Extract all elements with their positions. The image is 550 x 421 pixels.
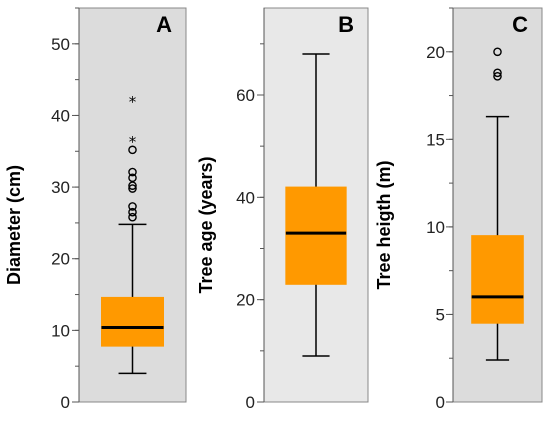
extreme-point: * [129,133,137,151]
y-tick-label: 20 [426,43,445,62]
outlier-point [128,145,137,155]
panel-a: 0 10 20 30 40 50 Diameter (cm) A * * [4,7,187,412]
iqr-box [471,235,524,324]
panel-letter: A [156,12,172,37]
outlier-point [128,207,137,217]
outlier-point [128,167,137,177]
y-tick-label: 40 [51,106,70,125]
y-tick-label: 0 [436,393,445,412]
y-tick-label: 10 [51,321,70,340]
panel-c: 0 5 10 15 20 Tree heigth (m) C [374,7,543,412]
outlier-point [128,184,137,193]
extreme-point: * [129,93,137,111]
panel-letter: C [512,12,528,37]
y-axis-title: Tree age (years) [196,156,216,293]
panel-b: 0 20 40 60 Tree age (years) B [196,7,369,412]
y-tick-label: 15 [426,130,445,149]
y-axis-title: Diameter (cm) [4,165,24,285]
outlier-point [493,68,502,78]
y-tick-label: 10 [426,218,445,237]
y-tick-label: 30 [51,178,70,197]
outlier-point [128,173,137,183]
iqr-box [101,296,164,347]
outlier-point [128,212,137,222]
y-axis-title: Tree heigth (m) [374,160,394,289]
y-tick-label: 0 [61,393,70,412]
y-tick-label: 20 [51,250,70,269]
y-tick-label: 60 [236,86,255,105]
y-tick-label: 20 [236,291,255,310]
y-tick-label: 40 [236,188,255,207]
panel-letter: B [338,12,354,37]
outlier-point [493,71,502,81]
y-tick-label: 0 [246,393,255,412]
outlier-point [493,47,502,57]
y-tick-label: 5 [436,305,445,324]
y-tick-label: 50 [51,35,70,54]
iqr-box [285,186,347,285]
outlier-point [128,202,137,211]
